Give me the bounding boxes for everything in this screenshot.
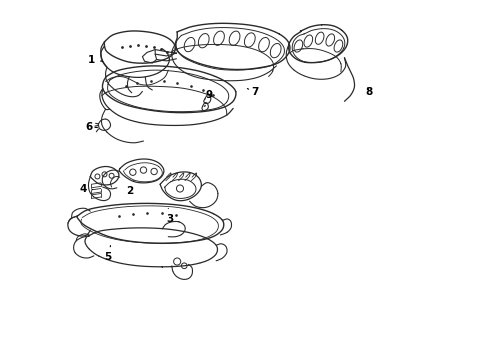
- Text: 5: 5: [104, 246, 111, 262]
- Text: 6: 6: [85, 122, 97, 132]
- Text: 1: 1: [87, 55, 102, 65]
- Text: 4: 4: [80, 184, 93, 194]
- Text: 9: 9: [204, 90, 212, 107]
- Text: 8: 8: [365, 87, 372, 97]
- Text: 2: 2: [125, 181, 134, 196]
- Text: 3: 3: [166, 208, 173, 224]
- Text: 7: 7: [247, 87, 258, 97]
